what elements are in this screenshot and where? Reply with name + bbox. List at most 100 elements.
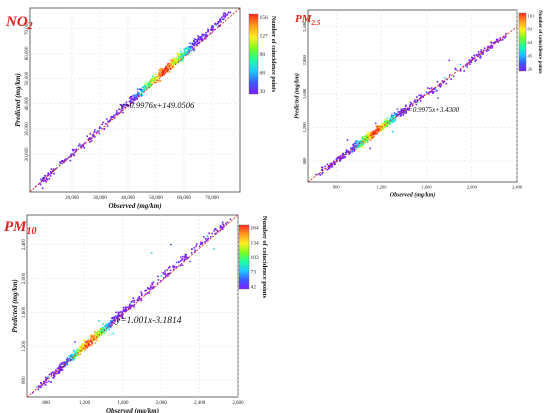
density-point xyxy=(393,120,396,123)
density-point xyxy=(167,272,169,275)
density-point xyxy=(185,47,188,49)
density-point xyxy=(77,348,80,351)
scatter-point xyxy=(74,341,76,343)
density-point xyxy=(122,309,125,311)
density-point xyxy=(353,145,356,147)
density-point xyxy=(134,96,137,99)
density-point xyxy=(433,90,435,93)
density-point xyxy=(103,128,106,130)
density-point xyxy=(490,42,493,44)
density-point xyxy=(396,108,399,111)
x-tick-label: 1,200 xyxy=(79,401,91,406)
density-point xyxy=(160,280,162,282)
density-point xyxy=(180,50,182,53)
density-point xyxy=(224,16,227,18)
density-point xyxy=(413,100,416,103)
density-point xyxy=(221,16,223,19)
density-point xyxy=(162,68,165,70)
scatter-point xyxy=(374,122,377,125)
density-point xyxy=(95,334,97,336)
density-point xyxy=(386,125,389,127)
density-point xyxy=(72,349,75,352)
density-point xyxy=(333,160,335,163)
colorbar-label: Number of coincidence points xyxy=(261,216,268,299)
density-point xyxy=(391,115,394,117)
density-point xyxy=(328,167,331,170)
density-point xyxy=(70,354,72,357)
y-axis-label: Predicted (mg/km) xyxy=(294,73,301,119)
density-point xyxy=(80,144,83,147)
density-point xyxy=(141,89,144,92)
density-point xyxy=(372,130,375,132)
density-point xyxy=(362,140,364,142)
density-point xyxy=(127,104,129,107)
density-point xyxy=(136,88,139,91)
density-point xyxy=(356,143,359,146)
density-point xyxy=(375,132,377,135)
density-point xyxy=(436,80,439,83)
density-point xyxy=(448,74,451,76)
density-point xyxy=(371,131,374,134)
x-tick-label: 2,800 xyxy=(232,401,244,406)
density-point xyxy=(170,59,172,62)
density-point xyxy=(149,85,152,88)
density-point xyxy=(186,48,188,51)
density-point xyxy=(197,42,199,44)
density-point xyxy=(164,270,166,272)
density-point xyxy=(194,249,196,252)
colorbar xyxy=(518,12,527,72)
scatter-point xyxy=(437,97,439,99)
density-point xyxy=(365,138,367,140)
density-point xyxy=(83,339,86,341)
density-point xyxy=(54,168,57,170)
density-point xyxy=(42,382,45,385)
density-point xyxy=(181,258,184,260)
density-point xyxy=(193,44,196,47)
density-point xyxy=(113,318,116,320)
density-point xyxy=(164,70,167,73)
density-point xyxy=(91,134,94,137)
density-point xyxy=(192,48,194,51)
density-point xyxy=(117,315,120,318)
density-point xyxy=(86,343,88,346)
density-point xyxy=(115,112,118,114)
density-point xyxy=(183,256,186,258)
density-point xyxy=(204,37,207,40)
density-point xyxy=(363,141,365,143)
colorbar xyxy=(248,13,259,95)
density-point xyxy=(66,357,69,359)
density-point xyxy=(128,97,131,99)
density-point xyxy=(66,360,69,363)
density-point xyxy=(366,136,368,139)
y-tick-label: 1,600 xyxy=(22,306,27,318)
density-point xyxy=(327,164,330,167)
density-point xyxy=(128,303,131,306)
density-point xyxy=(55,370,57,372)
density-point xyxy=(58,372,60,374)
density-point xyxy=(65,158,67,161)
density-point xyxy=(161,73,164,75)
density-point xyxy=(486,46,489,48)
density-point xyxy=(59,162,62,164)
density-point xyxy=(201,33,203,36)
density-point xyxy=(414,99,416,101)
density-point xyxy=(213,230,215,232)
density-point xyxy=(142,86,145,88)
density-point xyxy=(51,170,54,173)
scatter-point xyxy=(160,275,163,277)
density-point xyxy=(54,371,56,374)
density-point xyxy=(94,337,96,339)
density-point xyxy=(339,157,342,160)
density-point xyxy=(361,137,364,140)
density-point xyxy=(91,335,93,337)
density-point xyxy=(86,341,89,344)
density-point xyxy=(356,146,359,149)
density-point xyxy=(471,57,474,59)
density-point xyxy=(203,236,205,238)
density-point xyxy=(177,55,180,57)
y-tick-label: 800 xyxy=(22,376,27,384)
pm10-scatter-plot: 800 1,200 1,600 2,000 2,400 2,800 800 1,200 1,60… xyxy=(4,214,268,413)
density-point xyxy=(183,54,186,56)
density-point xyxy=(113,316,116,318)
density-point xyxy=(341,157,344,160)
